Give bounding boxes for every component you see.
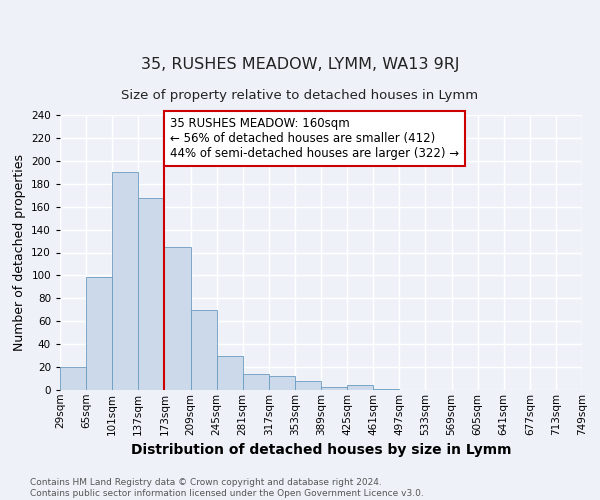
Bar — [295, 381, 321, 390]
Y-axis label: Number of detached properties: Number of detached properties — [13, 154, 26, 351]
Bar — [321, 386, 347, 390]
X-axis label: Distribution of detached houses by size in Lymm: Distribution of detached houses by size … — [131, 443, 511, 457]
Bar — [217, 356, 243, 390]
Bar — [373, 389, 400, 390]
Text: Size of property relative to detached houses in Lymm: Size of property relative to detached ho… — [121, 90, 479, 102]
Text: 35 RUSHES MEADOW: 160sqm
← 56% of detached houses are smaller (412)
44% of semi-: 35 RUSHES MEADOW: 160sqm ← 56% of detach… — [170, 118, 459, 160]
Bar — [139, 198, 164, 390]
Bar — [164, 247, 191, 390]
Bar — [60, 367, 86, 390]
Bar — [112, 172, 139, 390]
Bar — [347, 386, 373, 390]
Bar — [243, 374, 269, 390]
Bar — [191, 310, 217, 390]
Text: 35, RUSHES MEADOW, LYMM, WA13 9RJ: 35, RUSHES MEADOW, LYMM, WA13 9RJ — [141, 58, 459, 72]
Bar — [269, 376, 295, 390]
Bar — [86, 276, 112, 390]
Text: Contains HM Land Registry data © Crown copyright and database right 2024.
Contai: Contains HM Land Registry data © Crown c… — [30, 478, 424, 498]
